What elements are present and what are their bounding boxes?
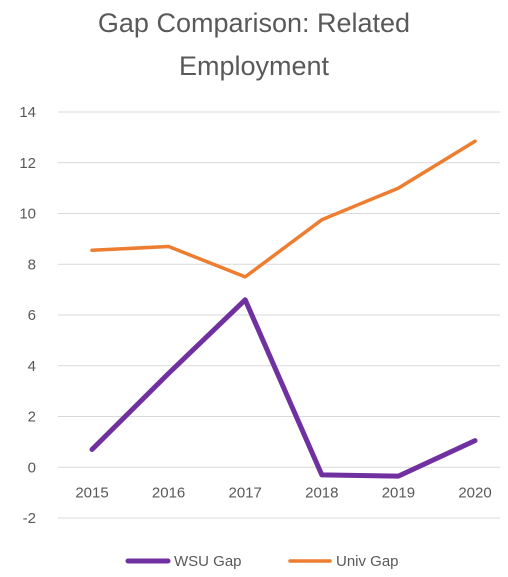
y-tick-label: 12	[19, 155, 36, 172]
y-axis-tick-labels: -2 0 2 4 6 8 10 12 14	[19, 104, 36, 527]
y-tick-label: 10	[19, 206, 36, 223]
x-tick-label: 2015	[75, 484, 108, 501]
x-tick-label: 2020	[458, 484, 491, 501]
y-tick-label: 2	[28, 409, 36, 426]
y-tick-label: -2	[23, 510, 36, 527]
x-tick-label: 2016	[152, 484, 185, 501]
grid-lines	[58, 111, 500, 519]
series-line-wsu-gap	[89, 297, 478, 479]
legend-label: WSU Gap	[174, 553, 242, 570]
series-line-univ-gap	[90, 139, 477, 279]
legend: WSU Gap Univ Gap	[125, 553, 399, 570]
y-tick-label: 0	[28, 459, 36, 476]
x-tick-label: 2018	[305, 484, 338, 501]
chart-title-line-2: Employment	[179, 51, 330, 81]
chart-title-line-1: Gap Comparison: Related	[98, 8, 410, 38]
x-tick-label: 2019	[382, 484, 415, 501]
x-axis-tick-labels: 2015 2016 2017 2018 2019 2020	[75, 484, 491, 501]
y-tick-label: 14	[19, 104, 36, 121]
y-tick-label: 6	[28, 307, 36, 324]
y-tick-label: 8	[28, 256, 36, 273]
legend-label: Univ Gap	[336, 553, 399, 570]
series-lines	[89, 139, 478, 479]
y-tick-label: 4	[28, 358, 36, 375]
x-tick-label: 2017	[229, 484, 262, 501]
